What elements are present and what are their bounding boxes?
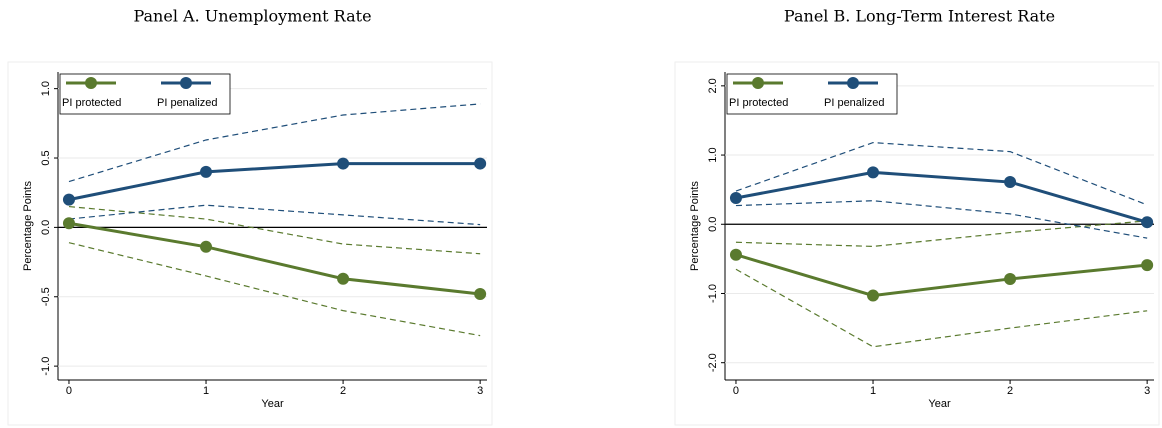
legend-label: PI protected	[62, 97, 121, 109]
y-tick-label: -1.0	[707, 284, 719, 303]
panel-title: Panel A. Unemployment Rate	[133, 7, 371, 26]
marker	[337, 157, 350, 170]
ci-lower	[735, 268, 1148, 348]
marker	[729, 248, 742, 261]
series-line	[68, 162, 481, 202]
marker	[474, 157, 487, 170]
legend-label: PI penalized	[157, 97, 218, 109]
ci-upper	[68, 205, 481, 255]
y-tick-label: 1.0	[40, 81, 52, 96]
marker	[62, 217, 75, 230]
y-tick-label: -0.5	[40, 287, 52, 306]
marker	[867, 289, 880, 302]
marker	[1141, 216, 1154, 229]
x-tick-label: 3	[1144, 385, 1150, 397]
y-tick-label: 0.5	[40, 150, 52, 165]
ci-upper	[68, 103, 481, 183]
x-tick-label: 1	[203, 385, 209, 397]
legend-label: PI protected	[729, 97, 788, 109]
y-tick-label: -2.0	[707, 353, 719, 372]
series-line	[735, 253, 1148, 298]
y-axis-label: Percentage Points	[689, 181, 701, 271]
marker	[337, 272, 350, 285]
marker	[1141, 259, 1154, 272]
legend-marker	[85, 77, 97, 89]
y-tick-label: 2.0	[707, 78, 719, 93]
x-tick-label: 2	[1007, 385, 1013, 397]
plot-frame	[7, 61, 493, 426]
series-line	[735, 170, 1148, 224]
marker	[1004, 272, 1017, 285]
y-tick-label: 1.0	[707, 147, 719, 162]
ci-lower	[735, 200, 1148, 239]
marker	[62, 193, 75, 206]
marker	[867, 166, 880, 179]
x-axis-label: Year	[261, 398, 284, 410]
legend-marker	[752, 77, 764, 89]
ci-upper	[735, 220, 1148, 248]
x-tick-label: 2	[340, 385, 346, 397]
marker	[1004, 176, 1017, 189]
y-tick-label: 0.0	[40, 220, 52, 235]
plot-frame	[674, 61, 1160, 426]
y-tick-label: 0.0	[707, 217, 719, 232]
marker	[200, 165, 213, 178]
marker	[200, 240, 213, 253]
legend-label: PI penalized	[824, 97, 885, 109]
ci-upper	[735, 141, 1148, 206]
ci-lower	[68, 242, 481, 337]
x-tick-label: 1	[870, 385, 876, 397]
marker	[729, 191, 742, 204]
series-line	[68, 221, 481, 296]
legend-marker	[180, 77, 192, 89]
y-axis-label: Percentage Points	[22, 181, 34, 271]
x-tick-label: 0	[733, 385, 739, 397]
panel-title: Panel B. Long-Term Interest Rate	[784, 7, 1055, 26]
y-tick-label: -1.0	[40, 357, 52, 376]
legend-box	[59, 73, 231, 115]
legend-marker	[847, 77, 859, 89]
ci-lower	[68, 204, 481, 226]
marker	[474, 287, 487, 300]
x-axis-label: Year	[928, 398, 951, 410]
x-tick-label: 3	[477, 385, 483, 397]
x-tick-label: 0	[66, 385, 72, 397]
